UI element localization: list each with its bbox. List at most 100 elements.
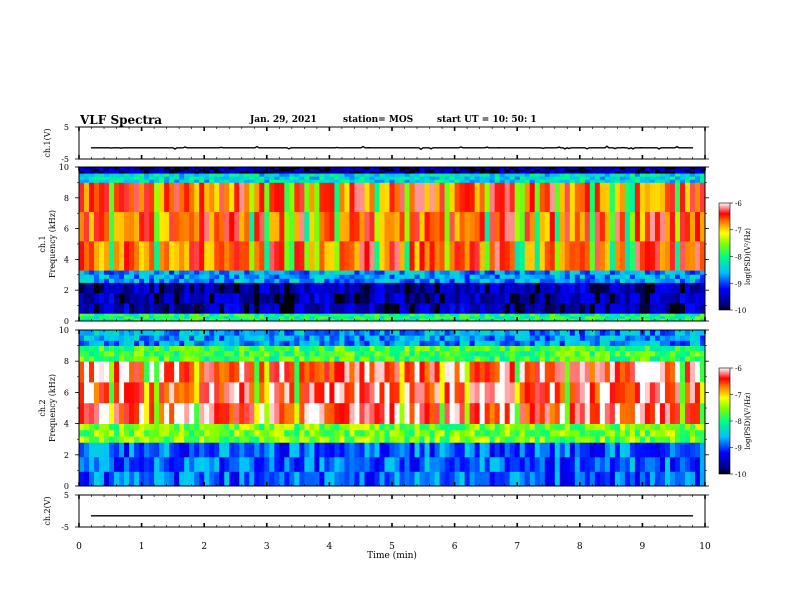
spectrogram-cell [544, 429, 551, 437]
spectrogram-cell [579, 167, 586, 170]
spectrogram-cell [614, 436, 621, 443]
spectrogram-cell [304, 292, 310, 304]
colorbar-tick-label: -10 [735, 307, 746, 315]
spectrogram-cell [159, 456, 165, 472]
spectrogram-cell [294, 429, 300, 437]
spectrogram-cell [169, 211, 175, 242]
spectrogram-cell [449, 442, 456, 458]
spectrogram-cell [674, 176, 681, 180]
spectrogram-cell [679, 303, 686, 314]
spectrogram-cell [229, 176, 235, 180]
spectrogram-cell [264, 345, 270, 352]
spectrogram-cell [239, 382, 245, 404]
spectrogram-cell [629, 176, 636, 180]
spectrogram-cell [524, 176, 531, 180]
spectrogram-cell [544, 335, 551, 341]
spectrogram-cell [574, 382, 581, 404]
spectrogram-cell [474, 361, 481, 383]
spectrogram-cell [209, 382, 215, 404]
spectrogram-cell [654, 315, 661, 319]
spectrogram-cell [264, 436, 270, 443]
spectrogram-cell [649, 330, 656, 336]
spectrogram-cell [629, 173, 636, 177]
spectrogram-cell [494, 442, 501, 458]
spectrogram-cell [384, 423, 390, 431]
spectrogram-cell [554, 471, 561, 487]
spectrogram-cell [479, 402, 486, 424]
spectrogram-cell [644, 335, 651, 341]
spectrogram-cell [614, 429, 621, 437]
spectrogram-cell [679, 211, 686, 242]
spectrogram-cell [624, 282, 631, 294]
spectrogram-cell [469, 423, 476, 431]
spectrogram-cell [614, 330, 621, 336]
spectrogram-cell [539, 173, 546, 177]
spectrogram-cell [619, 340, 626, 346]
spectrogram-cell [404, 361, 411, 383]
spectrogram-cell [359, 179, 365, 183]
spectrogram-cell [84, 270, 90, 275]
spectrogram-cell [449, 423, 456, 431]
spectrogram-cell [134, 350, 140, 357]
spectrogram-cell [569, 179, 576, 183]
y-tick-label: 8 [64, 357, 69, 366]
spectrogram-cell [319, 382, 325, 404]
colorbar-ch1 [718, 202, 731, 311]
spectrogram-cell [249, 303, 255, 314]
spectrogram-cell [324, 456, 330, 472]
spectrogram-cell [184, 240, 190, 271]
spectrogram-cell [579, 169, 586, 172]
spectrogram-cell [479, 318, 486, 322]
spectrogram-cell [314, 456, 320, 472]
spectrogram-cell [259, 282, 265, 294]
spectrogram-cell [284, 274, 290, 279]
spectrogram-cell [159, 176, 165, 180]
spectrogram-cell [474, 167, 481, 170]
spectrogram-cell [524, 402, 531, 424]
spectrogram-cell [439, 382, 446, 404]
spectrogram-cell [99, 330, 105, 336]
spectrogram-cell [504, 292, 511, 304]
spectrogram-cell [84, 456, 90, 472]
spectrogram-cell [659, 179, 666, 183]
spectrogram-cell [94, 429, 100, 437]
spectrogram-cell [654, 169, 661, 172]
spectrogram-cell [239, 303, 245, 314]
spectrogram-cell [354, 429, 360, 437]
spectrogram-cell [139, 335, 145, 341]
spectrogram-cell [394, 240, 401, 271]
spectrogram-cell [424, 382, 431, 404]
spectrogram-cell [654, 350, 661, 357]
spectrogram-cell [649, 429, 656, 437]
spectrogram-cell [284, 303, 290, 314]
spectrogram-cell [299, 361, 305, 383]
spectrogram-cell [689, 402, 696, 424]
spectrogram-cell [619, 429, 626, 437]
spectrogram-cell [449, 278, 456, 283]
spectrogram-cell [484, 315, 491, 319]
spectrogram-cell [559, 173, 566, 177]
spectrogram-cell [379, 361, 385, 383]
spectrogram-cell [524, 167, 531, 170]
spectrogram-cell [399, 345, 406, 352]
spectrogram-cell [689, 313, 696, 317]
spectrogram-cell [244, 345, 250, 352]
spectrogram-cell [189, 345, 195, 352]
spectrogram-cell [269, 429, 275, 437]
spectrogram-cell [549, 350, 556, 357]
spectrogram-cell [339, 350, 345, 357]
spectrogram-cell [619, 171, 626, 174]
spectrogram-cell [689, 274, 696, 279]
spectrogram-cell [564, 313, 571, 317]
spectrogram-cell [184, 456, 190, 472]
spectrogram-cell [564, 442, 571, 458]
spectrogram-cell [89, 471, 95, 487]
spectrogram-cell [549, 315, 556, 319]
spectrogram-cell [424, 176, 431, 180]
spectrogram-cell [304, 429, 310, 437]
spectrogram-cell [569, 278, 576, 283]
spectrogram-cell [629, 382, 636, 404]
spectrogram-cell [574, 361, 581, 383]
spectrogram-cell [419, 456, 426, 472]
